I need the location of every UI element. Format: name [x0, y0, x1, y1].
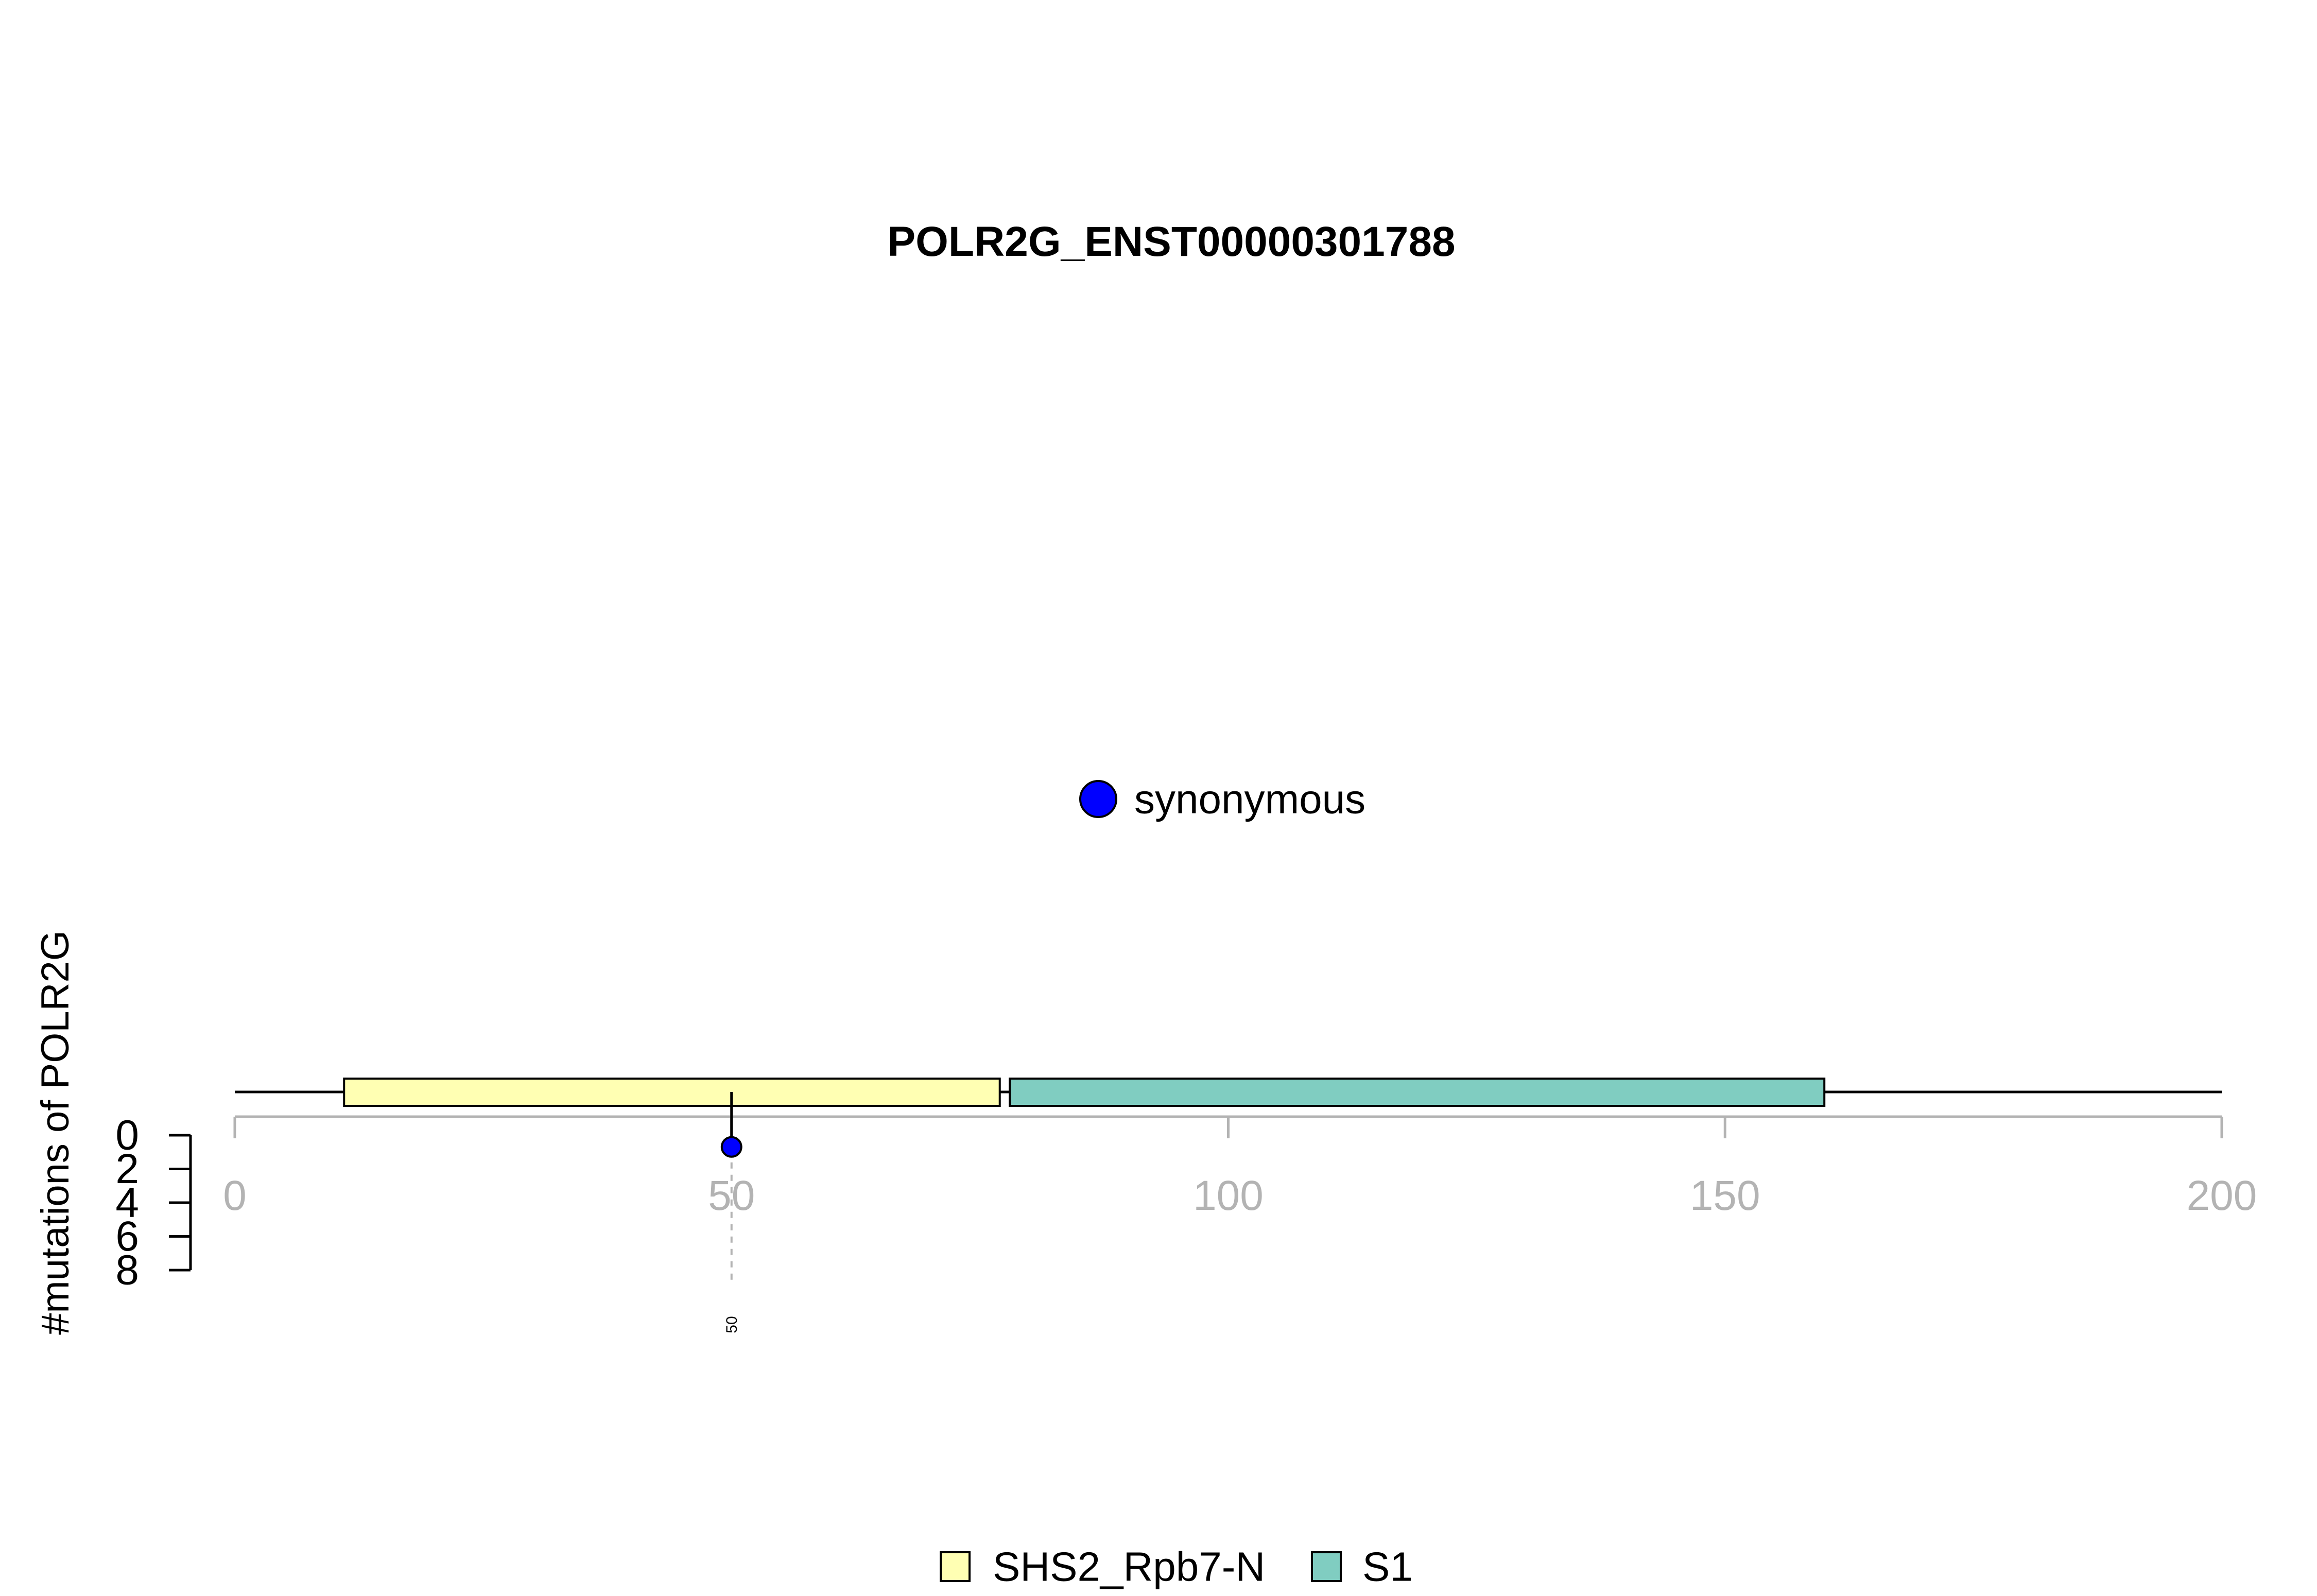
legend-marker-synonymous [1079, 780, 1117, 818]
domain-s1 [1009, 1078, 1826, 1107]
domain-legend-swatch-s1 [1311, 1551, 1342, 1582]
y-tick-label-8: 8 [115, 1247, 139, 1294]
y-tick-label-6: 6 [115, 1213, 139, 1260]
plot-area: 0 50 100 150 2000246850synonymousSHS2_Rpb7-N… [115, 776, 2257, 1590]
x-tick-label-200: 200 [2187, 1172, 2257, 1219]
x-tick-label-150: 150 [1690, 1172, 1760, 1219]
mutation-point-50 [720, 1136, 742, 1158]
y-tick-label-2: 2 [115, 1146, 139, 1192]
domain-legend-label-s1: S1 [1362, 1544, 1413, 1590]
domain-legend-label-shs2-rpb7-n: SHS2_Rpb7-N [993, 1544, 1265, 1590]
y-tick-label-0: 0 [115, 1112, 139, 1159]
chart-title: POLR2G_ENST00000301788 [887, 218, 1455, 265]
x-tick-label-100: 100 [1193, 1172, 1264, 1219]
domain-legend-swatch-shs2-rpb7-n [940, 1551, 971, 1582]
legend-label-synonymous: synonymous [1134, 776, 1365, 822]
x-tick-label-0: 0 [223, 1172, 247, 1219]
mutation-label-50: 50 [723, 1316, 740, 1333]
y-tick-label-4: 4 [115, 1179, 139, 1226]
y-axis-label: #mutations of POLR2G [33, 930, 77, 1335]
domain-shs2-rpb7-n [343, 1078, 1001, 1107]
